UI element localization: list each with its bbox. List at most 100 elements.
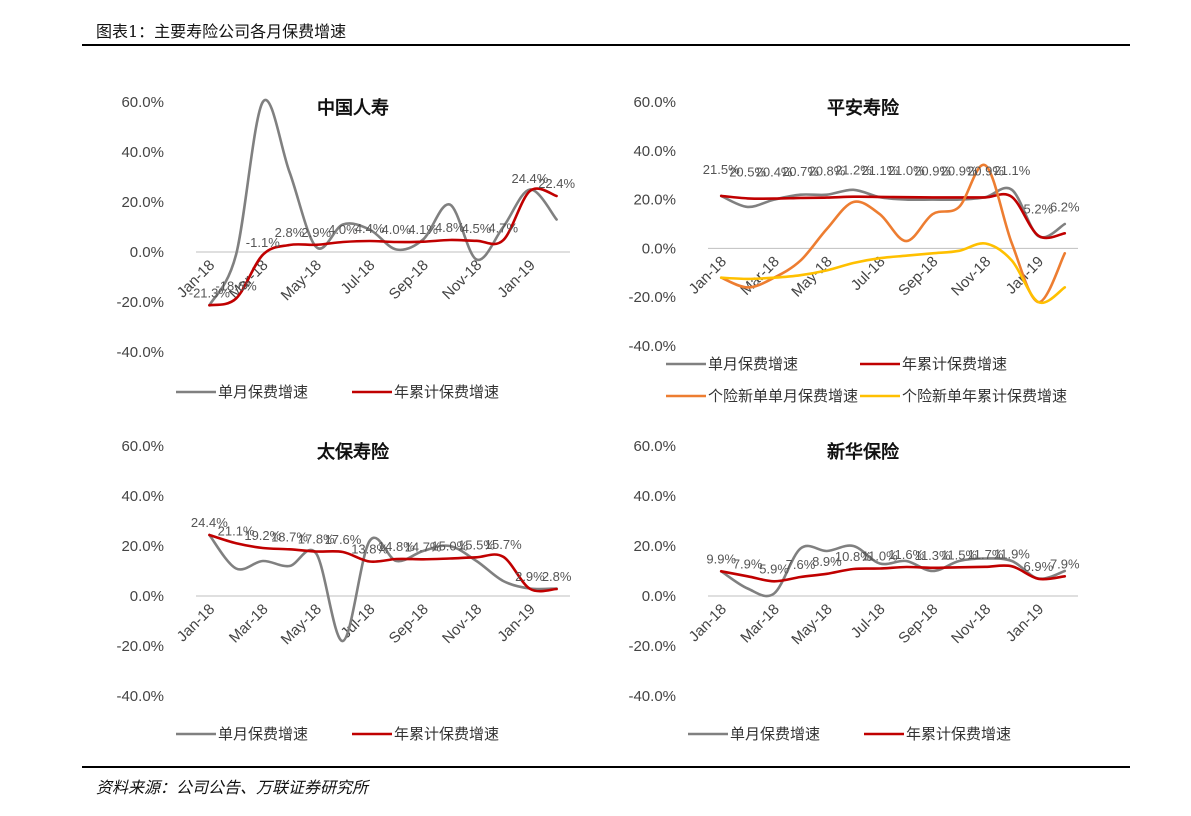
y-tick-label: 20.0% — [121, 194, 164, 211]
x-tick-label: May-18 — [278, 601, 325, 648]
data-label: 20.5% — [729, 164, 766, 179]
data-label: 20.8% — [808, 164, 845, 179]
data-label: 10.8% — [835, 549, 872, 564]
x-tick-label: Jan-19 — [494, 601, 538, 645]
data-label: 11.9% — [994, 546, 1030, 561]
data-label: 20.9% — [941, 163, 978, 178]
chart-title: 新华保险 — [827, 441, 900, 463]
source-note: 资料来源：公司公告、万联证券研究所 — [96, 778, 369, 797]
x-tick-label: Mar-18 — [737, 601, 783, 647]
series-line — [719, 241, 1067, 305]
legend-label: 个险新单年累计保费增速 — [902, 387, 1067, 405]
data-label: 7.9% — [733, 556, 763, 571]
data-label: 11.3% — [915, 548, 951, 563]
chart-china-life: 中国人寿 60.0% 40.0% 20.0% 0.0% -20.0% -40.0% Jan-1… — [116, 94, 575, 401]
x-tick-label: Jan-19 — [494, 257, 538, 301]
data-label: 11.5% — [941, 547, 977, 562]
data-label: 17.8% — [298, 532, 335, 547]
data-label: 2.9% — [301, 225, 331, 240]
legend-label: 单月保费增速 — [708, 355, 798, 373]
data-label: 20.9% — [967, 163, 1004, 178]
y-tick-label: -40.0% — [628, 338, 676, 355]
figure-title: 图表1：主要寿险公司各月保费增速 — [96, 22, 347, 41]
x-tick-label: May-18 — [788, 601, 835, 648]
y-tick-label: 0.0% — [130, 244, 164, 261]
series-line — [208, 533, 558, 593]
x-tick-label: Sep-18 — [895, 601, 941, 647]
chart-title: 平安寿险 — [827, 97, 900, 119]
chart-title: 中国人寿 — [317, 97, 389, 119]
x-tick-label: Jan-19 — [1003, 253, 1047, 297]
x-tick-label: Jan-18 — [174, 601, 218, 645]
x-tick-label: Nov-18 — [948, 253, 994, 299]
data-label: 20.7% — [782, 164, 819, 179]
data-label: 2.9% — [515, 569, 545, 584]
y-tick-label: -20.0% — [116, 638, 164, 655]
y-tick-label: 60.0% — [633, 438, 676, 455]
data-label: 4.8% — [435, 220, 465, 235]
data-label: 21.1% — [861, 163, 898, 178]
data-label: 2.8% — [275, 225, 305, 240]
legend-label: 单月保费增速 — [218, 383, 308, 401]
data-label: 24.4% — [191, 515, 228, 530]
data-label: 21.5% — [703, 162, 740, 177]
data-label: 21.0% — [888, 163, 925, 178]
data-label: 4.0% — [328, 222, 358, 237]
chart-cpic-life: 太保寿险 60.0% 40.0% 20.0% 0.0% -20.0% -40.0% Jan-1… — [116, 438, 572, 743]
report-header: 图表1：主要寿险公司各月保费增速 — [82, 14, 1130, 44]
data-label: 19.2% — [244, 528, 281, 543]
x-tick-label: Jul-18 — [848, 601, 889, 642]
y-tick-label: 0.0% — [642, 240, 676, 257]
data-label: 14.7% — [405, 539, 442, 554]
data-label: 17.6% — [324, 532, 361, 547]
data-label: 22.4% — [538, 176, 575, 191]
data-label: -18.6% — [215, 279, 257, 294]
x-tick-label: Jul-18 — [338, 257, 379, 298]
series-line — [719, 564, 1067, 583]
x-tick-label: May-18 — [278, 257, 325, 304]
legend-label: 年累计保费增速 — [394, 383, 499, 401]
data-label: 11.6% — [888, 547, 924, 562]
data-label: 11.7% — [968, 547, 1004, 562]
data-label: 24.4% — [511, 171, 548, 186]
data-label: 14.8% — [378, 539, 415, 554]
data-label: 5.9% — [759, 561, 789, 576]
series-line — [719, 192, 1067, 240]
y-tick-label: 0.0% — [642, 588, 676, 605]
x-tick-label: Nov-18 — [439, 601, 485, 647]
x-tick-label: Sep-18 — [895, 253, 941, 299]
data-label: 20.4% — [756, 165, 793, 180]
y-tick-label: -40.0% — [116, 688, 164, 705]
y-tick-label: 40.0% — [633, 143, 676, 160]
data-label: 4.1% — [408, 222, 438, 237]
data-label: -1.1% — [246, 235, 280, 250]
y-tick-label: 40.0% — [121, 488, 164, 505]
y-tick-label: 0.0% — [130, 588, 164, 605]
data-label: 2.8% — [542, 569, 572, 584]
legend-label: 年累计保费增速 — [906, 725, 1011, 743]
data-label: 15.0% — [431, 539, 468, 554]
y-tick-label: -20.0% — [116, 294, 164, 311]
x-tick-label: Sep-18 — [386, 257, 432, 303]
series-line — [208, 533, 558, 643]
y-tick-label: -40.0% — [628, 688, 676, 705]
y-tick-label: 60.0% — [121, 94, 164, 111]
legend-label: 单月保费增速 — [218, 725, 308, 743]
y-tick-label: 20.0% — [121, 538, 164, 555]
x-tick-label: Jan-19 — [1003, 601, 1047, 645]
data-label: -21.3% — [189, 285, 231, 300]
y-tick-label: 60.0% — [121, 438, 164, 455]
data-label: 13.8% — [351, 542, 388, 557]
data-label: 8.9% — [812, 554, 842, 569]
y-tick-label: 20.0% — [633, 192, 676, 209]
data-label: 4.0% — [382, 222, 412, 237]
legend-label: 单月保费增速 — [730, 725, 820, 743]
x-tick-label: Nov-18 — [948, 601, 994, 647]
chart-pingan-life: 平安寿险 60.0% 40.0% 20.0% 0.0% -20.0% -40.0% Jan-1… — [628, 94, 1080, 405]
legend-label: 年累计保费增速 — [902, 355, 1007, 373]
x-tick-label: Jul-18 — [338, 601, 379, 642]
y-tick-label: 40.0% — [121, 144, 164, 161]
data-label: 21.1% — [218, 523, 255, 538]
data-label: 5.2% — [1024, 202, 1054, 217]
series-line — [208, 98, 558, 307]
